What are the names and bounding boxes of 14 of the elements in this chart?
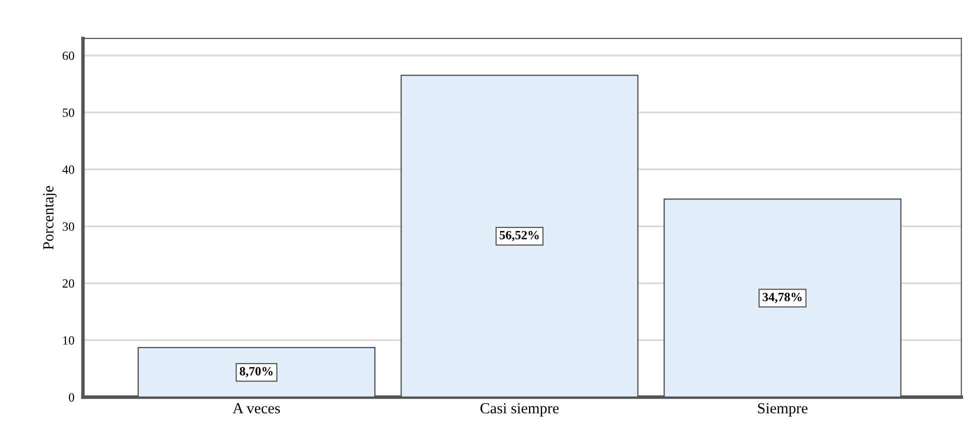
y-axis-title: Porcentaje bbox=[43, 186, 57, 250]
y-tick-label: 40 bbox=[62, 165, 74, 174]
y-tick-label: 60 bbox=[62, 52, 74, 60]
x-tick-label: Casi siempre bbox=[480, 403, 559, 417]
y-tick-label: 50 bbox=[62, 108, 74, 117]
data-label: 56,52% bbox=[500, 230, 539, 242]
data-label: 34,78% bbox=[762, 292, 802, 304]
x-tick-label: A veces bbox=[232, 403, 280, 414]
x-tick-label: Siempre bbox=[758, 403, 808, 417]
y-tick-label: 10 bbox=[63, 336, 74, 345]
data-label: 8,70% bbox=[240, 367, 273, 378]
y-tick-label: 20 bbox=[62, 279, 74, 288]
y-tick-label: 30 bbox=[62, 222, 74, 231]
y-tick-label: 0 bbox=[68, 393, 74, 402]
